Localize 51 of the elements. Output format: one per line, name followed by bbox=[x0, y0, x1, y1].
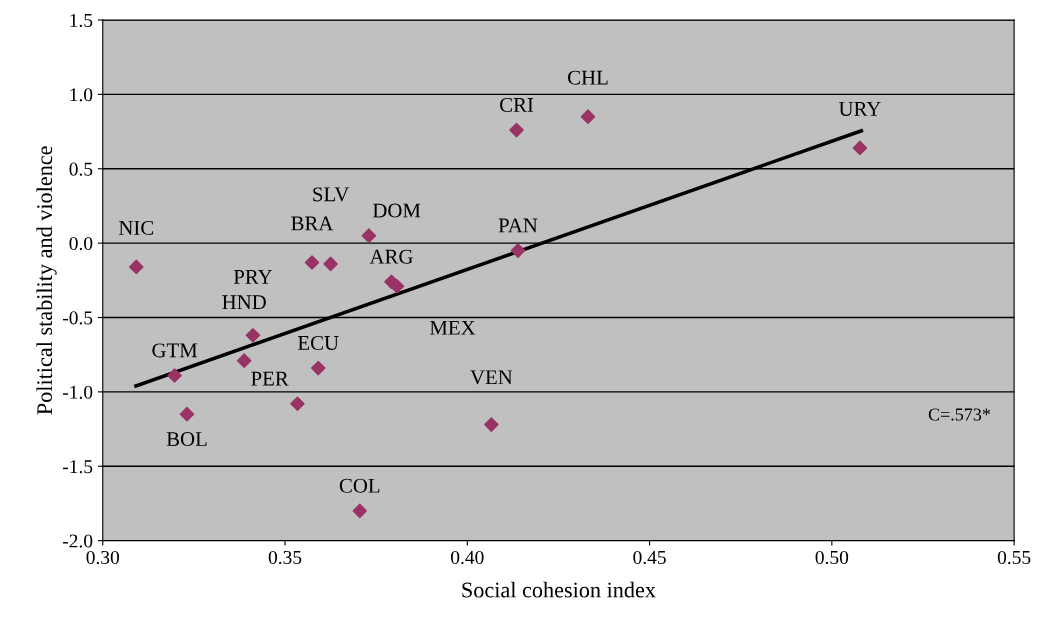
x-axis-title: Social cohesion index bbox=[462, 581, 656, 598]
x-tick-label: 0.30 bbox=[86, 550, 120, 565]
annotation: BRA bbox=[291, 216, 334, 231]
point bbox=[509, 122, 524, 138]
point bbox=[352, 503, 368, 519]
annotation: PRY bbox=[233, 270, 273, 284]
point bbox=[304, 255, 320, 270]
point bbox=[323, 256, 338, 272]
point bbox=[179, 406, 195, 422]
annotation: C=.573* bbox=[928, 408, 991, 421]
y-tick-label: -2.0 bbox=[62, 534, 93, 548]
annotation: GTM bbox=[152, 343, 198, 358]
y-tick-label: 0.0 bbox=[69, 236, 93, 251]
y-tick-label: 1.5 bbox=[70, 13, 93, 28]
annotation: COL bbox=[339, 478, 380, 493]
point bbox=[484, 417, 499, 432]
annotation: NIC bbox=[118, 220, 154, 235]
point bbox=[310, 360, 326, 376]
y-tick-label: 0.5 bbox=[69, 162, 93, 176]
point bbox=[129, 259, 144, 275]
x-tick-label: 0.45 bbox=[633, 550, 666, 565]
annotation: URY bbox=[838, 102, 881, 116]
annotation: DOM bbox=[372, 203, 421, 218]
annotation: HND bbox=[222, 295, 266, 310]
x-tick-label: 0.50 bbox=[815, 550, 849, 565]
annotation: CRI bbox=[500, 97, 534, 112]
point bbox=[245, 328, 261, 343]
point bbox=[290, 396, 305, 412]
x-tick-label: 0.55 bbox=[997, 550, 1031, 565]
point bbox=[580, 109, 596, 124]
annotation: PAN bbox=[498, 218, 538, 233]
x-tick-label: 0.40 bbox=[451, 550, 484, 565]
point bbox=[236, 353, 252, 368]
y-tick-label: -0.5 bbox=[62, 311, 93, 325]
point bbox=[361, 228, 377, 243]
point bbox=[167, 368, 182, 383]
y-tick-label: -1.0 bbox=[62, 385, 93, 399]
annotation: MEX bbox=[429, 320, 476, 335]
point bbox=[510, 243, 526, 258]
y-axis-title: Political stability and violence bbox=[36, 146, 57, 415]
y-tick-label: -1.5 bbox=[62, 460, 93, 474]
annotation: CHL bbox=[567, 70, 608, 85]
point bbox=[852, 140, 868, 156]
annotation: SLV bbox=[313, 187, 350, 202]
y-tick-label: 1.0 bbox=[70, 88, 93, 102]
annotation: VEN bbox=[470, 370, 513, 385]
annotation: ECU bbox=[297, 335, 339, 350]
annotation: BOL bbox=[166, 432, 207, 447]
x-tick-label: 0.35 bbox=[268, 550, 302, 565]
annotation: ARG bbox=[369, 249, 413, 264]
annotation: PER bbox=[251, 371, 289, 386]
